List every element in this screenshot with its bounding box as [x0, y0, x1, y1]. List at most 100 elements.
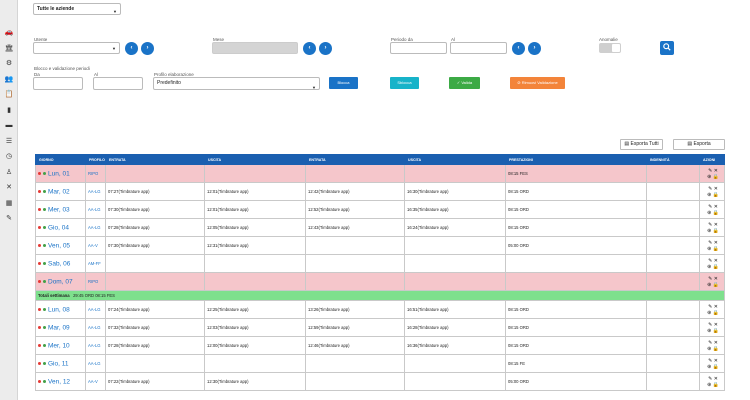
- edit-icon[interactable]: ✎: [708, 339, 713, 346]
- lock-icon[interactable]: 🔒: [712, 245, 719, 252]
- day-link[interactable]: Ven, 12: [48, 378, 71, 385]
- periodo-al-input[interactable]: [450, 42, 507, 54]
- profilo-select[interactable]: Predefinito ▼: [153, 77, 320, 90]
- close-icon[interactable]: ✕: [713, 221, 718, 228]
- close-icon[interactable]: ✕: [713, 357, 718, 364]
- list-icon[interactable]: ☰: [5, 137, 13, 145]
- lock-icon[interactable]: 🔒: [712, 345, 719, 352]
- lock-icon[interactable]: 🔒: [712, 209, 719, 216]
- profile-link[interactable]: AA-LG: [88, 207, 101, 212]
- edit-icon[interactable]: ✎: [708, 239, 713, 246]
- close-icon[interactable]: ✕: [713, 203, 718, 210]
- day-link[interactable]: Mar, 09: [48, 324, 70, 331]
- add-icon[interactable]: ⊕: [707, 327, 712, 334]
- day-link[interactable]: Mer, 03: [48, 206, 70, 213]
- next-month-button[interactable]: ›: [319, 42, 332, 55]
- blocco-da-input[interactable]: [33, 77, 83, 90]
- next-period-button[interactable]: ›: [528, 42, 541, 55]
- profile-link[interactable]: AA-LG: [88, 307, 101, 312]
- day-link[interactable]: Sab, 06: [48, 260, 71, 267]
- anomalie-toggle[interactable]: [599, 43, 621, 53]
- profile-link[interactable]: AA-V: [88, 243, 98, 248]
- profile-link[interactable]: AA-LG: [88, 343, 101, 348]
- lock-icon[interactable]: 🔒: [712, 227, 719, 234]
- close-icon[interactable]: ✕: [713, 339, 718, 346]
- calendar-icon[interactable]: ▦: [5, 199, 13, 207]
- close-icon[interactable]: ✕: [713, 275, 718, 282]
- edit-icon[interactable]: ✎: [708, 221, 713, 228]
- sblocca-button[interactable]: Sblocca: [390, 77, 419, 89]
- profile-link[interactable]: RIPO: [88, 279, 99, 284]
- lock-icon[interactable]: 🔒: [712, 263, 719, 270]
- edit-icon[interactable]: ✎: [708, 275, 713, 282]
- profile-link[interactable]: AA-LG: [88, 325, 101, 330]
- add-icon[interactable]: ⊕: [707, 381, 712, 388]
- profile-link[interactable]: AA-LG: [88, 361, 101, 366]
- blocco-al-input[interactable]: [93, 77, 143, 90]
- next-user-button[interactable]: ›: [141, 42, 154, 55]
- add-icon[interactable]: ⊕: [707, 263, 712, 270]
- day-link[interactable]: Gio, 11: [48, 360, 69, 367]
- gear-icon[interactable]: ⚙: [5, 60, 13, 67]
- edit-icon[interactable]: ✎: [708, 303, 713, 310]
- clipboard-icon[interactable]: 📋: [4, 91, 14, 98]
- edit-icon[interactable]: ✎: [708, 185, 713, 192]
- id-card-icon[interactable]: ▮: [7, 106, 11, 114]
- clock-icon[interactable]: ◷: [5, 153, 13, 160]
- search-button[interactable]: [660, 41, 674, 55]
- car-icon[interactable]: 🚗: [4, 29, 14, 36]
- profile-link[interactable]: AA-LG: [88, 225, 101, 230]
- day-link[interactable]: Lun, 08: [48, 306, 70, 313]
- profile-link[interactable]: AM-FF: [88, 261, 101, 266]
- day-link[interactable]: Lun, 01: [48, 170, 70, 177]
- periodo-da-input[interactable]: [390, 42, 447, 54]
- profile-link[interactable]: AA-V: [88, 379, 98, 384]
- day-link[interactable]: Gio, 04: [48, 224, 69, 231]
- add-icon[interactable]: ⊕: [707, 173, 712, 180]
- prev-month-button[interactable]: ‹: [303, 42, 316, 55]
- lock-icon[interactable]: 🔒: [712, 381, 719, 388]
- rimuovi-validazione-button[interactable]: ⊘ Rimuovi Validazione: [510, 77, 565, 89]
- add-icon[interactable]: ⊕: [707, 191, 712, 198]
- close-icon[interactable]: ✕: [6, 184, 12, 191]
- valida-button[interactable]: ✓ Valida: [449, 77, 480, 89]
- close-icon[interactable]: ✕: [713, 321, 718, 328]
- prev-period-button[interactable]: ‹: [512, 42, 525, 55]
- edit-icon[interactable]: ✎: [708, 321, 713, 328]
- add-icon[interactable]: ⊕: [707, 227, 712, 234]
- close-icon[interactable]: ✕: [713, 375, 718, 382]
- add-icon[interactable]: ⊕: [707, 363, 712, 370]
- lock-icon[interactable]: 🔒: [712, 309, 719, 316]
- edit-icon[interactable]: ✎: [708, 357, 713, 364]
- lock-icon[interactable]: 🔒: [712, 173, 719, 180]
- prev-user-button[interactable]: ‹: [125, 42, 138, 55]
- edit-icon[interactable]: ✎: [708, 167, 713, 174]
- lock-icon[interactable]: 🔒: [712, 363, 719, 370]
- close-icon[interactable]: ✕: [713, 185, 718, 192]
- lock-icon[interactable]: 🔒: [712, 281, 719, 288]
- day-link[interactable]: Mar, 02: [48, 188, 70, 195]
- edit-icon[interactable]: ✎: [708, 375, 713, 382]
- lock-icon[interactable]: 🔒: [712, 327, 719, 334]
- wrench-icon[interactable]: ✎: [6, 215, 12, 222]
- blocca-button[interactable]: Blocca: [329, 77, 358, 89]
- add-icon[interactable]: ⊕: [707, 309, 712, 316]
- card-icon[interactable]: ▬: [5, 122, 13, 129]
- profile-link[interactable]: RIPO: [88, 171, 99, 176]
- day-link[interactable]: Mer, 10: [48, 342, 70, 349]
- edit-icon[interactable]: ✎: [708, 203, 713, 210]
- add-icon[interactable]: ⊕: [707, 281, 712, 288]
- profile-link[interactable]: AA-LG: [88, 189, 101, 194]
- esporta-button[interactable]: ▤ Esporta: [673, 139, 725, 150]
- lock-icon[interactable]: 🔒: [712, 191, 719, 198]
- close-icon[interactable]: ✕: [713, 257, 718, 264]
- esporta-tutti-button[interactable]: ▤ Esporta Tutti: [620, 139, 663, 150]
- person-icon[interactable]: ♙: [5, 168, 13, 176]
- day-link[interactable]: Dom, 07: [48, 278, 73, 285]
- company-select[interactable]: Tutte le aziende ▼: [33, 3, 121, 15]
- add-icon[interactable]: ⊕: [707, 209, 712, 216]
- close-icon[interactable]: ✕: [713, 303, 718, 310]
- edit-icon[interactable]: ✎: [708, 257, 713, 264]
- building-icon[interactable]: 🏛: [4, 44, 14, 52]
- close-icon[interactable]: ✕: [713, 239, 718, 246]
